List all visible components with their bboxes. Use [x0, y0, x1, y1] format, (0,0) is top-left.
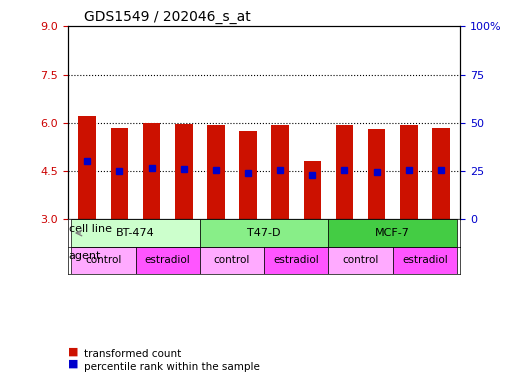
- Text: MCF-7: MCF-7: [376, 228, 410, 238]
- FancyBboxPatch shape: [135, 247, 200, 274]
- FancyBboxPatch shape: [71, 247, 135, 274]
- Bar: [400, 125, 418, 219]
- Text: cell line: cell line: [69, 224, 111, 234]
- Text: transformed count: transformed count: [84, 350, 181, 359]
- FancyBboxPatch shape: [200, 219, 328, 247]
- Bar: [303, 162, 321, 219]
- Text: ■: ■: [68, 359, 78, 369]
- FancyBboxPatch shape: [328, 247, 393, 274]
- Text: estradiol: estradiol: [145, 255, 190, 265]
- Bar: [336, 125, 354, 219]
- Bar: [432, 128, 450, 219]
- FancyBboxPatch shape: [71, 219, 200, 247]
- Text: BT-474: BT-474: [116, 228, 155, 238]
- Bar: [239, 131, 257, 219]
- Text: percentile rank within the sample: percentile rank within the sample: [84, 362, 259, 372]
- Bar: [110, 128, 128, 219]
- FancyBboxPatch shape: [328, 219, 457, 247]
- FancyBboxPatch shape: [264, 247, 328, 274]
- Text: GDS1549 / 202046_s_at: GDS1549 / 202046_s_at: [84, 10, 251, 24]
- Text: estradiol: estradiol: [402, 255, 448, 265]
- FancyBboxPatch shape: [200, 247, 264, 274]
- Bar: [368, 129, 385, 219]
- Bar: [207, 125, 225, 219]
- Text: control: control: [85, 255, 121, 265]
- Bar: [271, 125, 289, 219]
- Bar: [78, 116, 96, 219]
- FancyBboxPatch shape: [393, 247, 457, 274]
- Text: ■: ■: [68, 346, 78, 356]
- Text: control: control: [214, 255, 250, 265]
- Text: agent: agent: [69, 251, 101, 261]
- Bar: [175, 124, 192, 219]
- Text: estradiol: estradiol: [274, 255, 319, 265]
- Bar: [143, 123, 161, 219]
- Text: control: control: [343, 255, 379, 265]
- Text: T47-D: T47-D: [247, 228, 281, 238]
